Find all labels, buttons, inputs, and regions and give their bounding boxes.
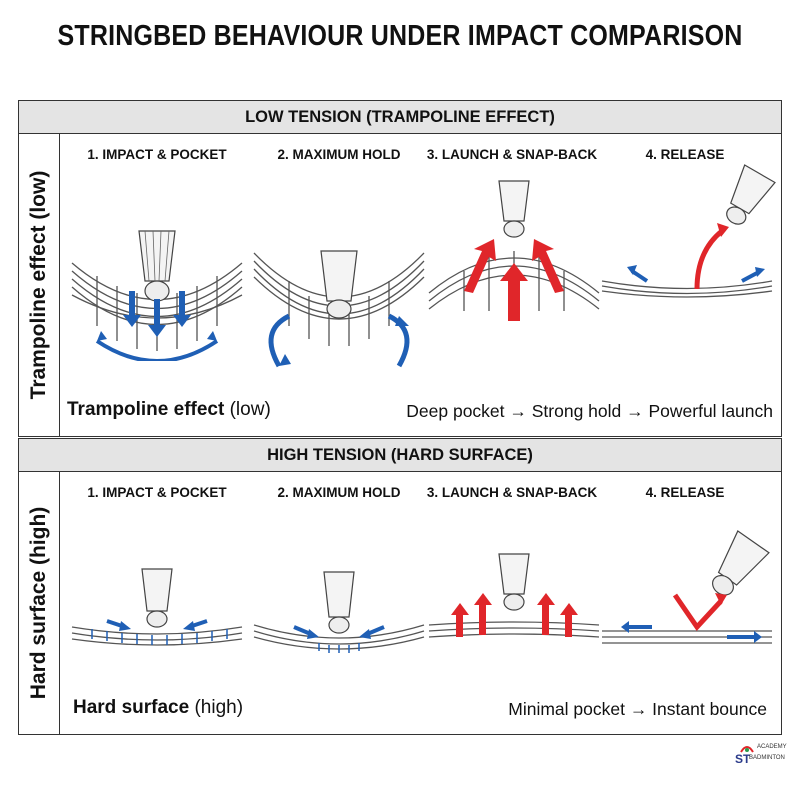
high-impact-illustration bbox=[71, 568, 243, 646]
high-step-1-label: 1. IMPACT & POCKET bbox=[87, 485, 227, 500]
low-hold-illustration bbox=[253, 250, 425, 368]
academy-logo: ACADEMY ST BADMINTON bbox=[735, 742, 787, 772]
high-caption: Hard surface (high) bbox=[73, 697, 243, 719]
shuttlecock-icon bbox=[712, 530, 770, 596]
shuttlecock-icon bbox=[141, 568, 173, 628]
high-hold-illustration bbox=[253, 571, 425, 653]
low-step-3-label: 3. LAUNCH & SNAP-BACK bbox=[426, 147, 598, 162]
shuttlecock-icon bbox=[498, 553, 530, 611]
high-tension-panel: HIGH TENSION (HARD SURFACE) Hard surface… bbox=[18, 438, 782, 735]
low-step-1-label: 1. IMPACT & POCKET bbox=[87, 147, 227, 162]
low-tension-header: LOW TENSION (TRAMPOLINE EFFECT) bbox=[19, 101, 781, 134]
high-caption-right: Minimal pocket → Instant bounce bbox=[508, 699, 767, 719]
logo-line-2: ST bbox=[735, 752, 751, 766]
shuttlecock-icon bbox=[320, 250, 358, 319]
low-caption-rest: (low) bbox=[224, 399, 271, 420]
high-launch-illustration bbox=[428, 553, 600, 638]
high-step-3-label: 3. LAUNCH & SNAP-BACK bbox=[426, 485, 598, 500]
low-release-illustration bbox=[601, 164, 776, 298]
high-caption-rest: (high) bbox=[189, 697, 244, 718]
low-side-label: Trampoline effect (low) bbox=[27, 170, 50, 399]
shuttlecock-icon bbox=[138, 230, 176, 302]
logo-line-3: BADMINTON bbox=[749, 755, 785, 761]
high-side-column: Hard surface (high) bbox=[19, 471, 60, 734]
logo-mark-icon bbox=[740, 746, 754, 753]
page-title: STRINGBED BEHAVIOUR UNDER IMPACT COMPARI… bbox=[57, 19, 743, 53]
high-tension-header: HIGH TENSION (HARD SURFACE) bbox=[19, 439, 781, 472]
low-caption: Trampoline effect (low) bbox=[67, 399, 271, 421]
high-caption-bold: Hard surface bbox=[73, 697, 190, 718]
low-side-column: Trampoline effect (low) bbox=[19, 133, 60, 436]
low-caption-right: Deep pocket → Strong hold → Powerful lau… bbox=[406, 401, 773, 421]
low-caption-bold: Trampoline effect bbox=[67, 399, 225, 420]
low-step-2-label: 2. MAXIMUM HOLD bbox=[277, 147, 401, 162]
high-step-2-label: 2. MAXIMUM HOLD bbox=[277, 485, 401, 500]
high-side-label: Hard surface (high) bbox=[27, 506, 50, 699]
low-tension-panel: LOW TENSION (TRAMPOLINE EFFECT) Trampoli… bbox=[18, 100, 782, 437]
logo-line-1: ACADEMY bbox=[757, 744, 787, 750]
shuttlecock-icon bbox=[726, 164, 776, 225]
low-step-4-label: 4. RELEASE bbox=[645, 147, 725, 162]
shuttlecock-icon bbox=[323, 571, 355, 634]
high-release-illustration bbox=[602, 530, 772, 644]
high-step-4-label: 4. RELEASE bbox=[645, 485, 725, 500]
low-launch-illustration bbox=[428, 180, 600, 321]
low-impact-illustration bbox=[71, 230, 243, 361]
shuttlecock-icon bbox=[498, 180, 530, 238]
